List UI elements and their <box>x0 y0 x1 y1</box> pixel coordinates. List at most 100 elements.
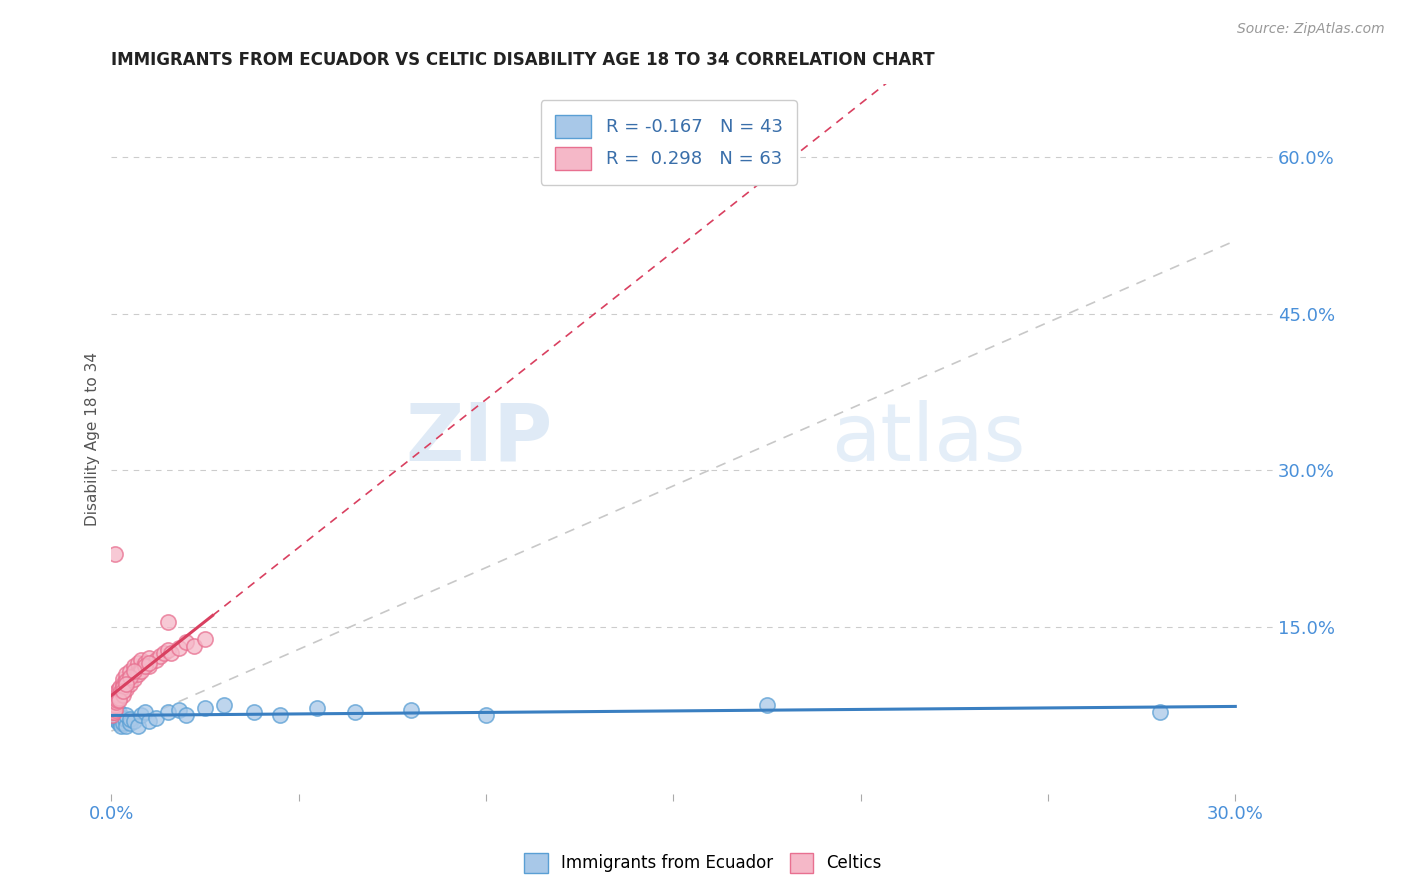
Point <box>115 677 138 691</box>
Point <box>107 714 129 728</box>
Point <box>153 646 176 660</box>
Point <box>114 673 136 688</box>
Point <box>134 657 156 671</box>
Point <box>103 706 125 720</box>
Point <box>194 701 217 715</box>
Point <box>101 706 124 720</box>
Point <box>160 646 183 660</box>
Point <box>399 703 422 717</box>
Point <box>167 703 190 717</box>
Point <box>134 706 156 720</box>
Point <box>103 701 125 715</box>
Point <box>104 703 127 717</box>
Point <box>167 640 190 655</box>
Point <box>176 708 198 723</box>
Point <box>120 670 142 684</box>
Point <box>138 659 160 673</box>
Point <box>101 701 124 715</box>
Point <box>103 708 125 723</box>
Point <box>110 719 132 733</box>
Point <box>104 692 127 706</box>
Point <box>104 700 127 714</box>
Point <box>131 708 153 723</box>
Point <box>111 715 134 730</box>
Point <box>127 657 149 671</box>
Point <box>131 653 153 667</box>
Point <box>242 706 264 720</box>
Point <box>120 672 142 686</box>
Point <box>111 688 134 702</box>
Point <box>108 715 131 730</box>
Point <box>114 712 136 726</box>
Legend: Immigrants from Ecuador, Celtics: Immigrants from Ecuador, Celtics <box>517 847 889 880</box>
Point <box>103 695 125 709</box>
Point <box>111 710 134 724</box>
Point <box>120 664 142 678</box>
Point <box>105 690 128 705</box>
Point <box>115 677 138 691</box>
Point <box>108 690 131 705</box>
Point <box>122 664 145 678</box>
Point <box>104 706 127 720</box>
Point <box>101 708 124 723</box>
Point <box>122 659 145 673</box>
Point <box>115 708 138 723</box>
Point <box>1149 706 1171 720</box>
Point <box>475 708 498 723</box>
Point <box>105 692 128 706</box>
Point <box>156 706 179 720</box>
Point <box>307 701 329 715</box>
Point <box>108 706 131 720</box>
Point <box>149 648 172 663</box>
Point <box>115 666 138 681</box>
Point <box>103 698 125 712</box>
Text: atlas: atlas <box>831 400 1026 478</box>
Point <box>111 677 134 691</box>
Point <box>127 664 149 678</box>
Point <box>101 706 124 720</box>
Point <box>104 698 127 712</box>
Point <box>111 672 134 686</box>
Point <box>134 659 156 673</box>
Text: ZIP: ZIP <box>405 400 553 478</box>
Text: Source: ZipAtlas.com: Source: ZipAtlas.com <box>1237 22 1385 37</box>
Point <box>104 695 127 709</box>
Point <box>156 642 179 657</box>
Point <box>122 666 145 681</box>
Point <box>104 547 127 561</box>
Legend: R = -0.167   N = 43, R =  0.298   N = 63: R = -0.167 N = 43, R = 0.298 N = 63 <box>541 100 797 185</box>
Point <box>120 712 142 726</box>
Point <box>103 703 125 717</box>
Point <box>122 672 145 686</box>
Y-axis label: Disability Age 18 to 34: Disability Age 18 to 34 <box>86 352 100 526</box>
Point <box>122 714 145 728</box>
Point <box>103 703 125 717</box>
Point <box>108 682 131 697</box>
Point <box>105 708 128 723</box>
Point <box>107 688 129 702</box>
Point <box>111 684 134 698</box>
Point <box>138 657 160 671</box>
Point <box>111 680 134 694</box>
Point <box>101 701 124 715</box>
Point <box>127 666 149 681</box>
Point <box>103 695 125 709</box>
Point <box>756 698 779 712</box>
Point <box>145 710 167 724</box>
Point <box>131 661 153 675</box>
Point <box>108 714 131 728</box>
Point <box>108 680 131 694</box>
Point <box>107 684 129 698</box>
Point <box>212 698 235 712</box>
Point <box>138 714 160 728</box>
Point <box>183 639 205 653</box>
Point <box>343 706 366 720</box>
Point <box>120 715 142 730</box>
Point <box>105 703 128 717</box>
Point <box>156 615 179 629</box>
Point <box>115 673 138 688</box>
Point <box>138 651 160 665</box>
Point <box>127 719 149 733</box>
Point <box>110 684 132 698</box>
Point <box>105 688 128 702</box>
